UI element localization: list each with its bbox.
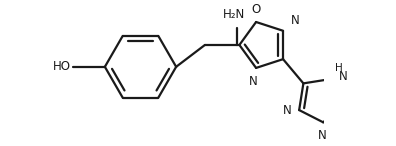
Text: HO: HO — [52, 60, 70, 73]
Text: N: N — [291, 14, 300, 27]
Text: N: N — [339, 70, 348, 83]
Text: N: N — [249, 75, 257, 88]
Text: N: N — [318, 129, 326, 142]
Text: N: N — [283, 104, 292, 117]
Text: O: O — [251, 3, 261, 16]
Text: H: H — [335, 63, 343, 73]
Text: H₂N: H₂N — [223, 8, 245, 21]
